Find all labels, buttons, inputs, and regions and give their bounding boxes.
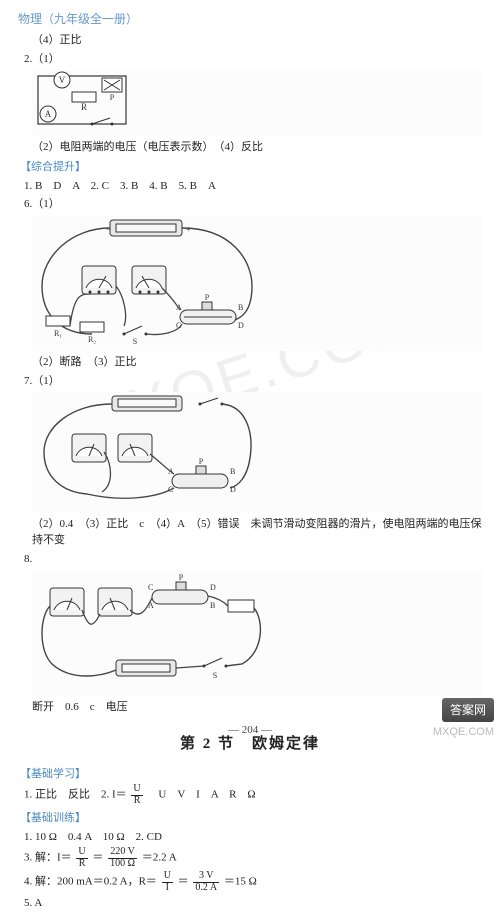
svg-text:V: V	[59, 75, 66, 85]
numerator: U	[131, 784, 142, 796]
n: U	[76, 847, 87, 859]
text-line: 3. 解：I＝ UR ＝ 220 V100 Ω ＝2.2 A	[24, 847, 482, 869]
q7-sub: （2）0.4 （3）正比 c （4）A （5）错误 未调节滑动变阻器的滑片，使电…	[32, 516, 482, 549]
svg-text:C: C	[148, 583, 153, 592]
svg-text:A: A	[45, 109, 52, 119]
page-header: 物理（九年级全一册）	[18, 10, 482, 28]
fraction: 3 V0.2 A	[193, 871, 219, 893]
svg-text:P: P	[205, 293, 210, 302]
q7-label: 7.（1）	[24, 373, 482, 390]
fraction: UI	[162, 871, 173, 893]
q6-sub: （2）断路 （3）正比	[32, 354, 482, 371]
section-label: 【基础训练】	[20, 810, 482, 827]
fraction: 220 V100 Ω	[108, 847, 137, 869]
d: 0.2 A	[193, 883, 219, 894]
q6-label: 6.（1）	[24, 196, 482, 213]
d: I	[162, 883, 173, 894]
svg-text:D: D	[230, 485, 236, 494]
section-label: 【基础学习】	[20, 766, 482, 783]
denominator: R	[131, 796, 142, 807]
t: U V I A R Ω	[147, 789, 255, 801]
circuit-diagram-3: P A B C D	[32, 392, 482, 513]
section-label: 【综合提升】	[20, 159, 482, 176]
n: 220 V	[108, 847, 137, 859]
t: 4. 解：200 mA＝0.2 A，R＝	[24, 876, 157, 888]
circuit-diagram-4: P C D A B S	[32, 570, 482, 696]
t: ＝	[92, 852, 103, 864]
d: R	[76, 859, 87, 870]
t: ＝	[178, 876, 189, 888]
text-line: 1. 10 Ω 0.4 A 10 Ω 2. CD	[24, 829, 482, 846]
circuit-diagram-1: V A R P	[32, 70, 482, 136]
d: 100 Ω	[108, 859, 137, 870]
q8-sub: 断开 0.6 c 电压	[32, 699, 482, 716]
t: ＝2.2 A	[142, 852, 177, 864]
t: 3. 解：I＝	[24, 852, 72, 864]
fraction: UR	[76, 847, 87, 869]
text-line: （2）电阻两端的电压（电压表示数） （4）反比	[32, 139, 482, 156]
svg-text:R₁: R₁	[54, 329, 62, 338]
section-2-title: 第 2 节 欧姆定律	[18, 733, 482, 756]
n: 3 V	[193, 871, 219, 883]
text-line: 5. A	[24, 895, 482, 912]
svg-text:B: B	[230, 467, 235, 476]
svg-text:P: P	[179, 573, 184, 582]
svg-text:A: A	[148, 601, 154, 610]
svg-text:R: R	[81, 102, 87, 112]
fraction: U R	[131, 784, 142, 806]
svg-text:S: S	[213, 671, 217, 680]
text-line: 4. 解：200 mA＝0.2 A，R＝ UI ＝ 3 V0.2 A ＝15 Ω	[24, 871, 482, 893]
q8-label: 8.	[24, 551, 482, 568]
answer-line: 1. B D A 2. C 3. B 4. B 5. B A	[24, 178, 482, 195]
circuit-diagram-2: + − P A B C D R₁ R₂ S	[32, 216, 482, 352]
t: 1. 正比 反比 2. I＝	[24, 789, 127, 801]
svg-text:−: −	[106, 225, 111, 234]
svg-text:R₂: R₂	[88, 335, 96, 344]
svg-text:D: D	[238, 321, 244, 330]
svg-text:D: D	[210, 583, 216, 592]
svg-text:P: P	[110, 93, 115, 102]
svg-text:P: P	[199, 457, 204, 466]
svg-text:+: +	[186, 225, 191, 234]
n: U	[162, 871, 173, 883]
text-line: （4）正比	[32, 32, 482, 49]
t: ＝15 Ω	[224, 876, 257, 888]
svg-text:B: B	[238, 303, 243, 312]
svg-text:S: S	[133, 337, 137, 346]
text-line: 1. 正比 反比 2. I＝ U R U V I A R Ω	[24, 784, 482, 806]
text-line: 2.（1）	[24, 51, 482, 68]
svg-text:B: B	[210, 601, 215, 610]
